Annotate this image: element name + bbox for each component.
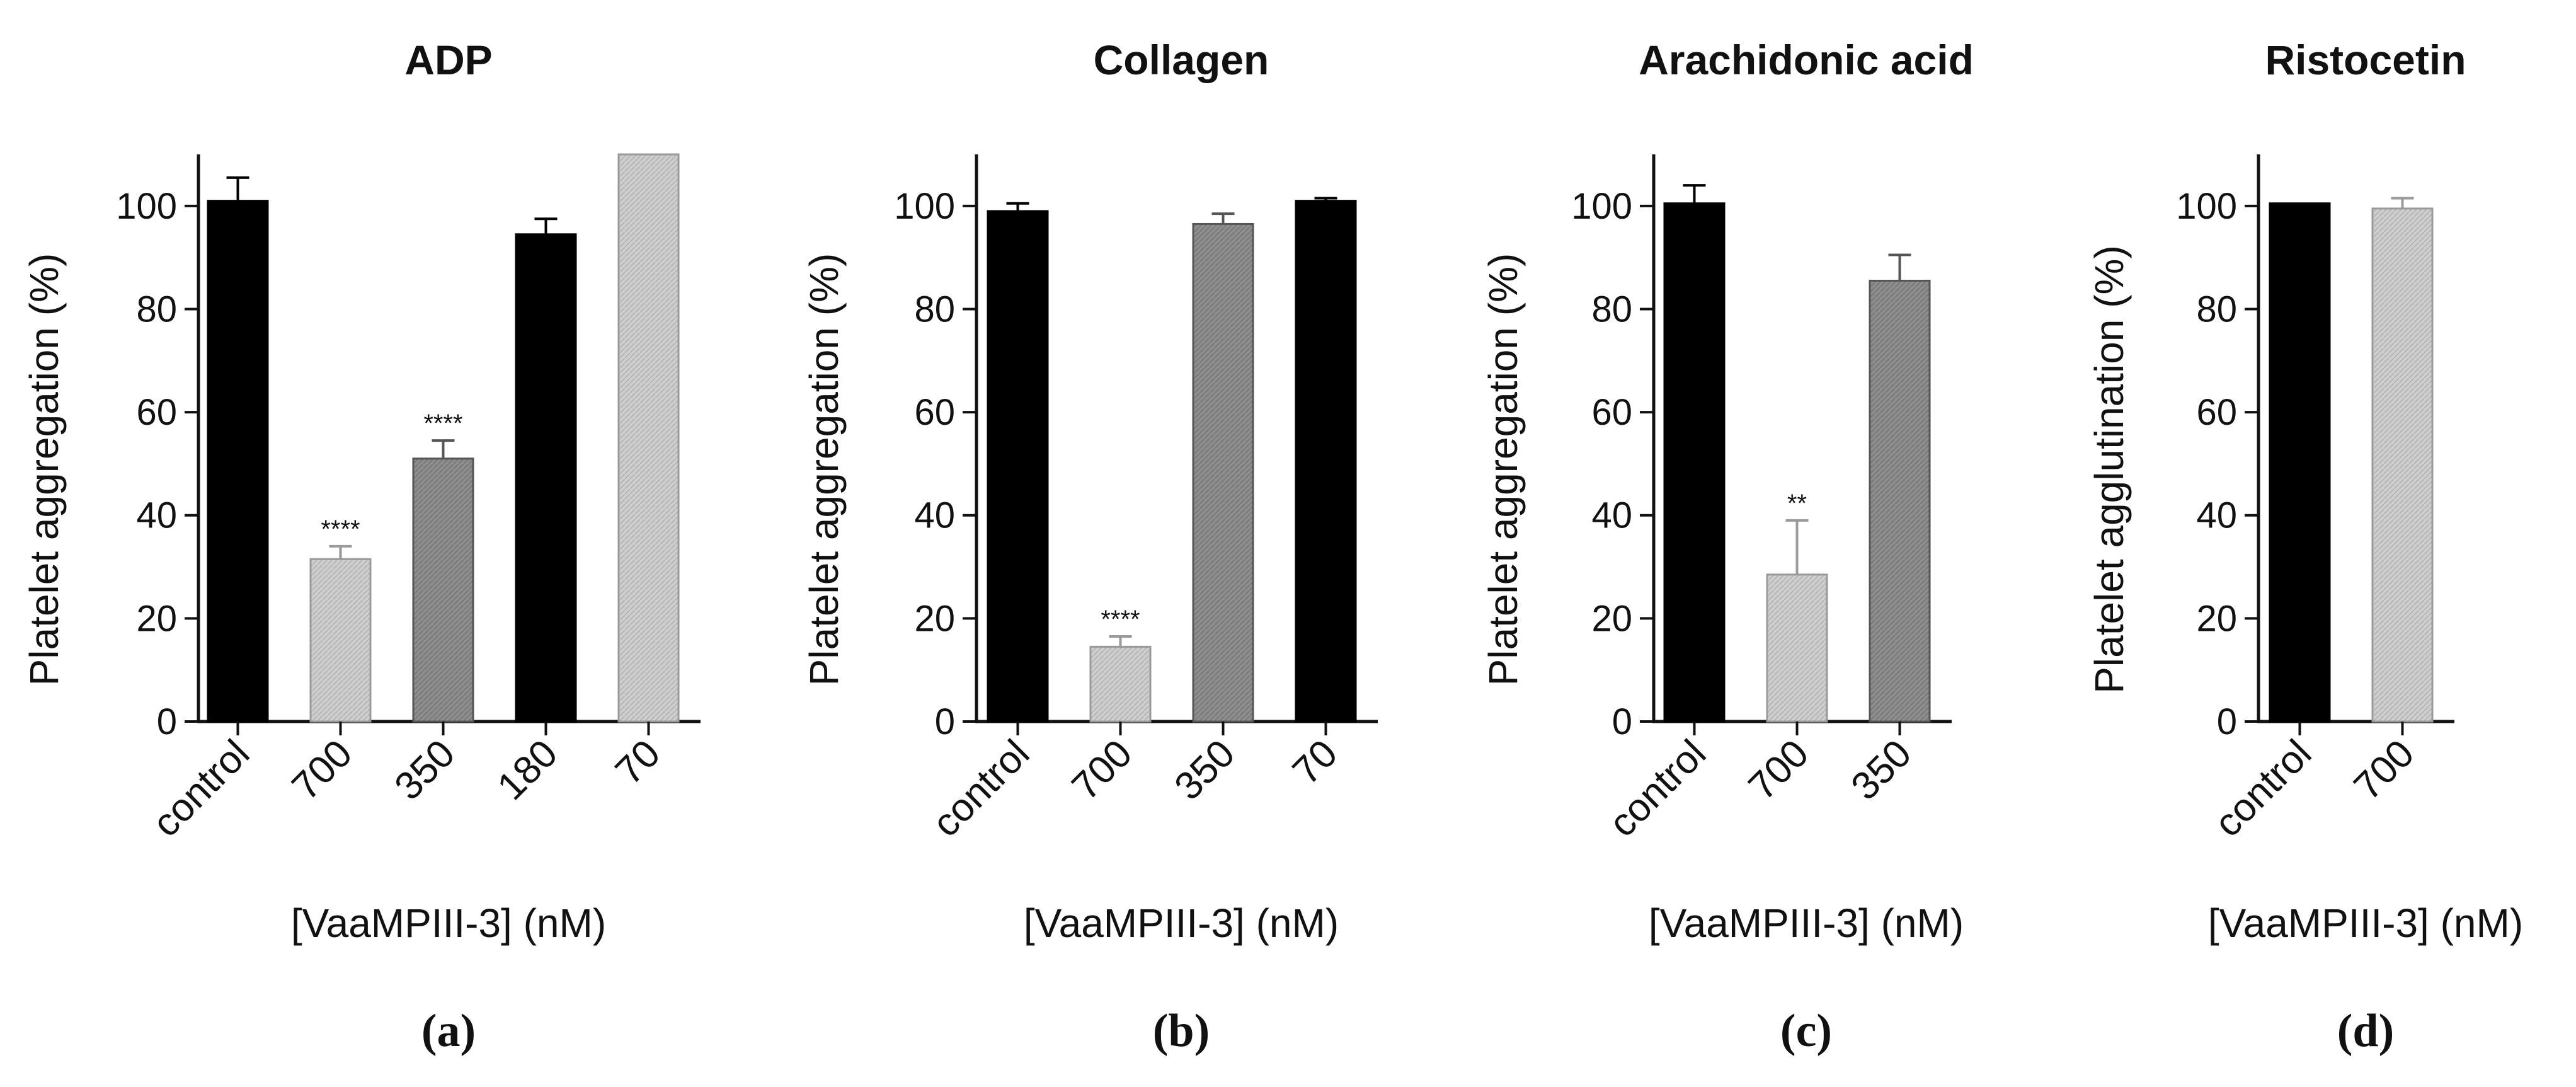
panel-c-significance-marker: **	[1787, 490, 1807, 517]
panel-c-title: Arachidonic acid	[1639, 37, 1974, 83]
panel-c-category-label: 700	[1740, 732, 1817, 808]
panel-d-y-tick-label: 100	[2176, 186, 2237, 227]
panel-c-label: (c)	[1780, 1005, 1832, 1057]
panel-d-y-tick-label: 20	[2196, 598, 2237, 639]
panel-b-title: Collagen	[1094, 37, 1269, 83]
panel-c-category-label: control	[1601, 732, 1714, 845]
panel-d-bar	[2371, 207, 2434, 723]
panel-b-y-tick-label: 60	[914, 392, 955, 433]
panel-a-title: ADP	[404, 37, 492, 83]
panel-a-category-label: control	[144, 732, 258, 845]
panel-b-category-label: 70	[1285, 732, 1346, 793]
panel-a-y-axis-label: Platelet aggregation (%)	[21, 253, 67, 686]
panel-a-bar	[412, 457, 474, 723]
panel-c-x-axis-label: [VaaMPIII-3] (nM)	[1649, 900, 1964, 946]
panel-b-bar	[1295, 200, 1357, 723]
panel-c-y-tick-label: 80	[1591, 289, 1632, 330]
panel-b-y-tick-label: 100	[894, 186, 955, 227]
panel-a-significance-marker: ****	[423, 410, 462, 437]
panel-c-bar	[1869, 279, 1931, 723]
panel-a-category-label: 700	[283, 732, 360, 808]
panel-b-y-tick-label: 20	[914, 598, 955, 639]
panel-b-bar	[1089, 645, 1152, 723]
panel-d-category-label: control	[2206, 732, 2320, 845]
panel-b-bar	[1192, 222, 1254, 723]
panel-b-x-axis-label: [VaaMPIII-3] (nM)	[1024, 900, 1339, 946]
panel-b-y-tick-label: 40	[914, 495, 955, 536]
panel-d-y-axis-label: Platelet agglutination (%)	[2087, 245, 2132, 694]
panel-b-y-tick-label: 0	[935, 701, 955, 742]
panel-d-x-axis-label: [VaaMPIII-3] (nM)	[2208, 900, 2523, 946]
panel-d-y-tick-label: 40	[2196, 495, 2237, 536]
panel-c-bar	[1766, 573, 1828, 723]
panel-c-y-tick-label: 60	[1591, 392, 1632, 433]
panel-a-label: (a)	[421, 1005, 476, 1057]
panel-a-bar	[515, 233, 577, 723]
panel-b-y-axis-label: Platelet aggregation (%)	[801, 253, 847, 686]
panel-c-category-label: 350	[1843, 732, 1920, 808]
panel-c-bar	[1663, 202, 1726, 723]
panel-a-y-tick-label: 40	[136, 495, 177, 536]
panel-a-y-tick-label: 100	[116, 186, 177, 227]
panel-c-plot: 0 20 40 60 80 100 control ** 700 350	[1571, 154, 1952, 845]
panel-d-y-tick-label: 60	[2196, 392, 2237, 433]
panel-a-category-label: 70	[607, 732, 669, 793]
panel-c-y-tick-label: 0	[1612, 701, 1632, 742]
panel-a-y-tick-label: 60	[136, 392, 177, 433]
panel-d-y-tick-label: 0	[2217, 701, 2237, 742]
panel-c-y-axis-label: Platelet aggregation (%)	[1480, 253, 1526, 686]
panel-a-bar	[309, 558, 372, 723]
panel-b: Collagen Platelet aggregation (%) [VaaMP…	[801, 37, 1378, 1057]
panel-b-bar	[987, 210, 1049, 723]
panel-a-category-label: 180	[489, 732, 566, 808]
panel-b-category-label: control	[924, 732, 1038, 845]
panel-a-x-axis-label: [VaaMPIII-3] (nM)	[291, 900, 606, 946]
panel-b-category-label: 700	[1063, 732, 1140, 808]
panel-c-y-tick-label: 40	[1591, 495, 1632, 536]
panel-c-y-tick-label: 100	[1571, 186, 1632, 227]
panel-c: Arachidonic acid Platelet aggregation (%…	[1480, 37, 1974, 1057]
panel-d-label: (d)	[2337, 1005, 2394, 1057]
panel-a: ADP Platelet aggregation (%) [VaaMPIII-3…	[21, 37, 701, 1057]
panel-d-plot: 0 20 40 60 80 100 control 700	[2176, 154, 2454, 845]
panel-b-category-label: 350	[1166, 732, 1243, 808]
panel-a-plot: 0 20 40 60 80 100 control **** 700 **** 350 180 70	[116, 153, 701, 845]
panel-d-y-tick-label: 80	[2196, 289, 2237, 330]
panel-a-significance-marker: ****	[321, 515, 360, 543]
panel-b-plot: 0 20 40 60 80 100 control **** 700 350 70	[894, 154, 1378, 845]
panel-b-label: (b)	[1153, 1005, 1210, 1057]
panel-c-y-tick-label: 20	[1591, 598, 1632, 639]
panel-a-y-tick-label: 0	[157, 701, 177, 742]
panel-b-y-tick-label: 80	[914, 289, 955, 330]
panel-a-y-tick-label: 20	[136, 598, 177, 639]
panel-a-y-tick-label: 80	[136, 289, 177, 330]
panel-d: Ristocetin Platelet agglutination (%) [V…	[2087, 37, 2523, 1057]
panel-b-significance-marker: ****	[1101, 606, 1140, 633]
panel-d-bar	[2269, 202, 2331, 723]
panel-a-bar	[617, 153, 680, 723]
panel-a-bar	[207, 200, 269, 723]
panel-d-category-label: 700	[2345, 732, 2422, 808]
panel-d-title: Ristocetin	[2265, 37, 2466, 83]
panel-a-category-label: 350	[386, 732, 463, 808]
